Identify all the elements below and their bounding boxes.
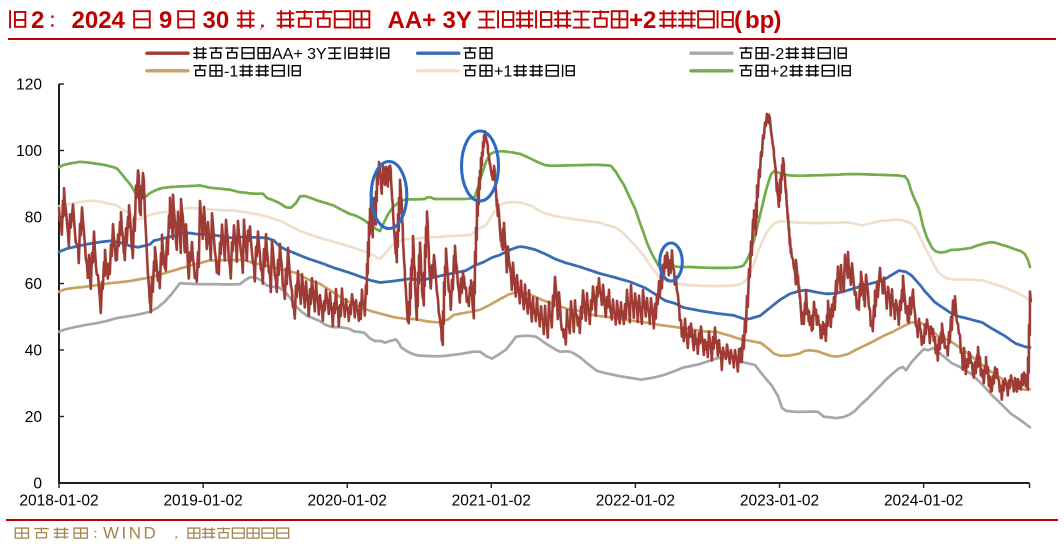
svg-text:80: 80 <box>25 210 43 227</box>
svg-text:2018-01-02: 2018-01-02 <box>19 493 98 510</box>
svg-text:(: ( <box>734 7 742 34</box>
svg-text:9: 9 <box>159 7 172 34</box>
svg-text:60: 60 <box>25 276 43 293</box>
svg-text:20: 20 <box>25 409 43 426</box>
svg-text:+2: +2 <box>629 7 656 34</box>
svg-text:3Y: 3Y <box>443 7 472 34</box>
svg-text:2019-01-02: 2019-01-02 <box>163 493 242 510</box>
svg-text:WIND: WIND <box>103 524 158 543</box>
svg-text:2023-01-02: 2023-01-02 <box>740 493 819 510</box>
svg-text:2: 2 <box>31 7 44 34</box>
svg-text:AA+: AA+ <box>388 7 437 34</box>
svg-text:120: 120 <box>16 77 42 94</box>
svg-text:2022-01-02: 2022-01-02 <box>596 493 675 510</box>
svg-text:AA+ 3Y: AA+ 3Y <box>272 46 327 63</box>
svg-text:): ) <box>774 7 782 34</box>
svg-text:+2: +2 <box>770 63 788 80</box>
svg-text:2024: 2024 <box>72 7 126 34</box>
svg-text:100: 100 <box>16 143 42 160</box>
svg-text:+1: +1 <box>494 63 512 80</box>
svg-text:-2: -2 <box>770 46 784 63</box>
svg-text:2024-01-02: 2024-01-02 <box>884 493 963 510</box>
svg-text:0: 0 <box>33 476 42 493</box>
svg-text:40: 40 <box>25 343 43 360</box>
svg-text:bp: bp <box>745 7 774 34</box>
svg-text:2021-01-02: 2021-01-02 <box>452 493 531 510</box>
svg-text:30: 30 <box>203 7 230 34</box>
svg-text:2020-01-02: 2020-01-02 <box>308 493 387 510</box>
svg-text:-1: -1 <box>224 63 238 80</box>
